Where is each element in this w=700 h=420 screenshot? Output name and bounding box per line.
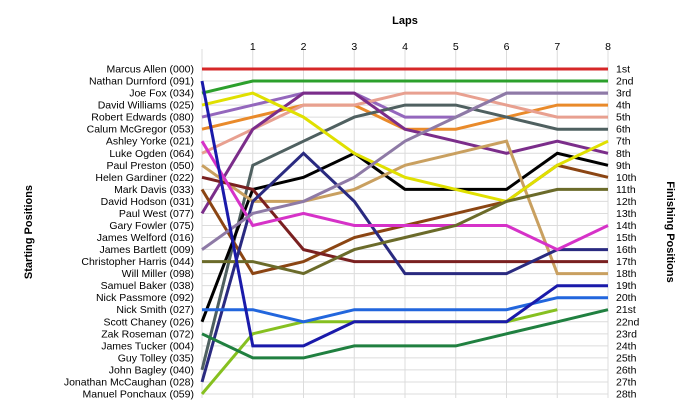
driver-series-line [201,139,608,276]
finishing-label: 22nd [616,316,640,328]
driver-series-line [202,296,608,324]
finishing-label: 5th [616,112,631,124]
driver-series-line [201,79,608,95]
finishing-label: 21st [616,304,636,316]
finishing-label: 18th [616,268,637,280]
driver-label: Marcus Allen (000) [106,64,194,76]
finishing-label: 19th [616,280,637,292]
y-axis-title-right: Finishing Positions [664,181,676,282]
driver-series-line [200,103,608,371]
finishing-label: 13th [616,208,637,220]
x-axis-title: Laps [392,15,418,27]
x-tick-label: 8 [605,41,611,53]
driver-series-line [200,151,608,383]
driver-label: Nick Passmore (092) [96,292,194,304]
driver-label: David Williams (025) [98,100,194,112]
finishing-label: 12th [616,196,637,208]
driver-label: Luke Ogden (064) [109,148,194,160]
driver-series-line [200,140,609,252]
finishing-label: 4th [616,100,631,112]
driver-series-line [202,187,608,276]
finishing-label: 9th [616,160,631,172]
finishing-label: 8th [616,148,631,160]
x-tick-label: 5 [453,41,459,53]
finishing-label: 15th [616,232,637,244]
driver-label: Guy Tolley (035) [118,352,194,364]
driver-label: Samuel Baker (038) [101,280,194,292]
driver-label: Scott Chaney (026) [104,316,194,328]
driver-label: Joe Fox (034) [129,88,194,100]
driver-label: Gary Fowler (075) [109,220,194,232]
x-tick-label: 2 [301,41,307,53]
finishing-label: 2nd [616,76,634,88]
finishing-label: 24th [616,340,637,352]
finishing-label: 11th [616,184,636,196]
finishing-label: 10th [616,172,637,184]
x-tick-label: 4 [402,41,408,53]
x-tick-label: 7 [554,41,560,53]
driver-series-line [201,308,609,360]
driver-series-line [200,80,608,348]
x-tick-label: 1 [250,41,256,53]
finishing-label: 1st [616,64,630,76]
driver-label: Ashley Yorke (021) [106,136,194,148]
driver-label: Zak Roseman (072) [101,328,194,340]
driver-label: Calum McGregor (053) [87,124,194,136]
driver-label: Robert Edwards (080) [91,112,194,124]
finishing-label: 3rd [616,88,631,100]
finishing-label: 7th [616,136,631,148]
driver-label: Mark Davis (033) [114,184,194,196]
driver-label: David Hodson (031) [101,196,194,208]
finishing-label: 16th [616,244,637,256]
driver-series-line [201,91,609,204]
driver-label: James Welford (016) [97,232,194,244]
driver-label: Manuel Ponchaux (059) [83,389,195,401]
finishing-label: 20th [616,292,637,304]
driver-label: James Tucker (004) [101,340,194,352]
finishing-label: 28th [616,389,637,401]
driver-label: Paul Preston (050) [106,160,194,172]
driver-label: Christopher Harris (044) [81,256,194,268]
driver-label: Helen Gardiner (022) [95,172,194,184]
finishing-label: 26th [616,364,637,376]
driver-label: Nathan Durnford (091) [89,76,194,88]
finishing-label: 14th [616,220,637,232]
y-axis-title-left: Starting Positions [23,185,35,279]
x-tick-label: 3 [351,41,357,53]
finishing-label: 25th [616,352,637,364]
driver-series-line [201,91,608,251]
driver-label: Paul West (077) [119,208,194,220]
finishing-label: 23rd [616,328,637,340]
driver-label: Will Miller (098) [122,268,194,280]
driver-label: Jonathan McCaughan (028) [64,376,194,388]
finishing-label: 6th [616,124,631,136]
driver-label: James Bartlett (009) [99,244,194,256]
driver-series-line [200,91,609,215]
driver-label: John Bagley (040) [109,364,194,376]
finishing-label: 27th [616,376,637,388]
driver-series-line [201,91,608,155]
driver-label: Nick Smith (027) [116,304,194,316]
x-tick-label: 6 [504,41,510,53]
finishing-label: 17th [616,256,637,268]
